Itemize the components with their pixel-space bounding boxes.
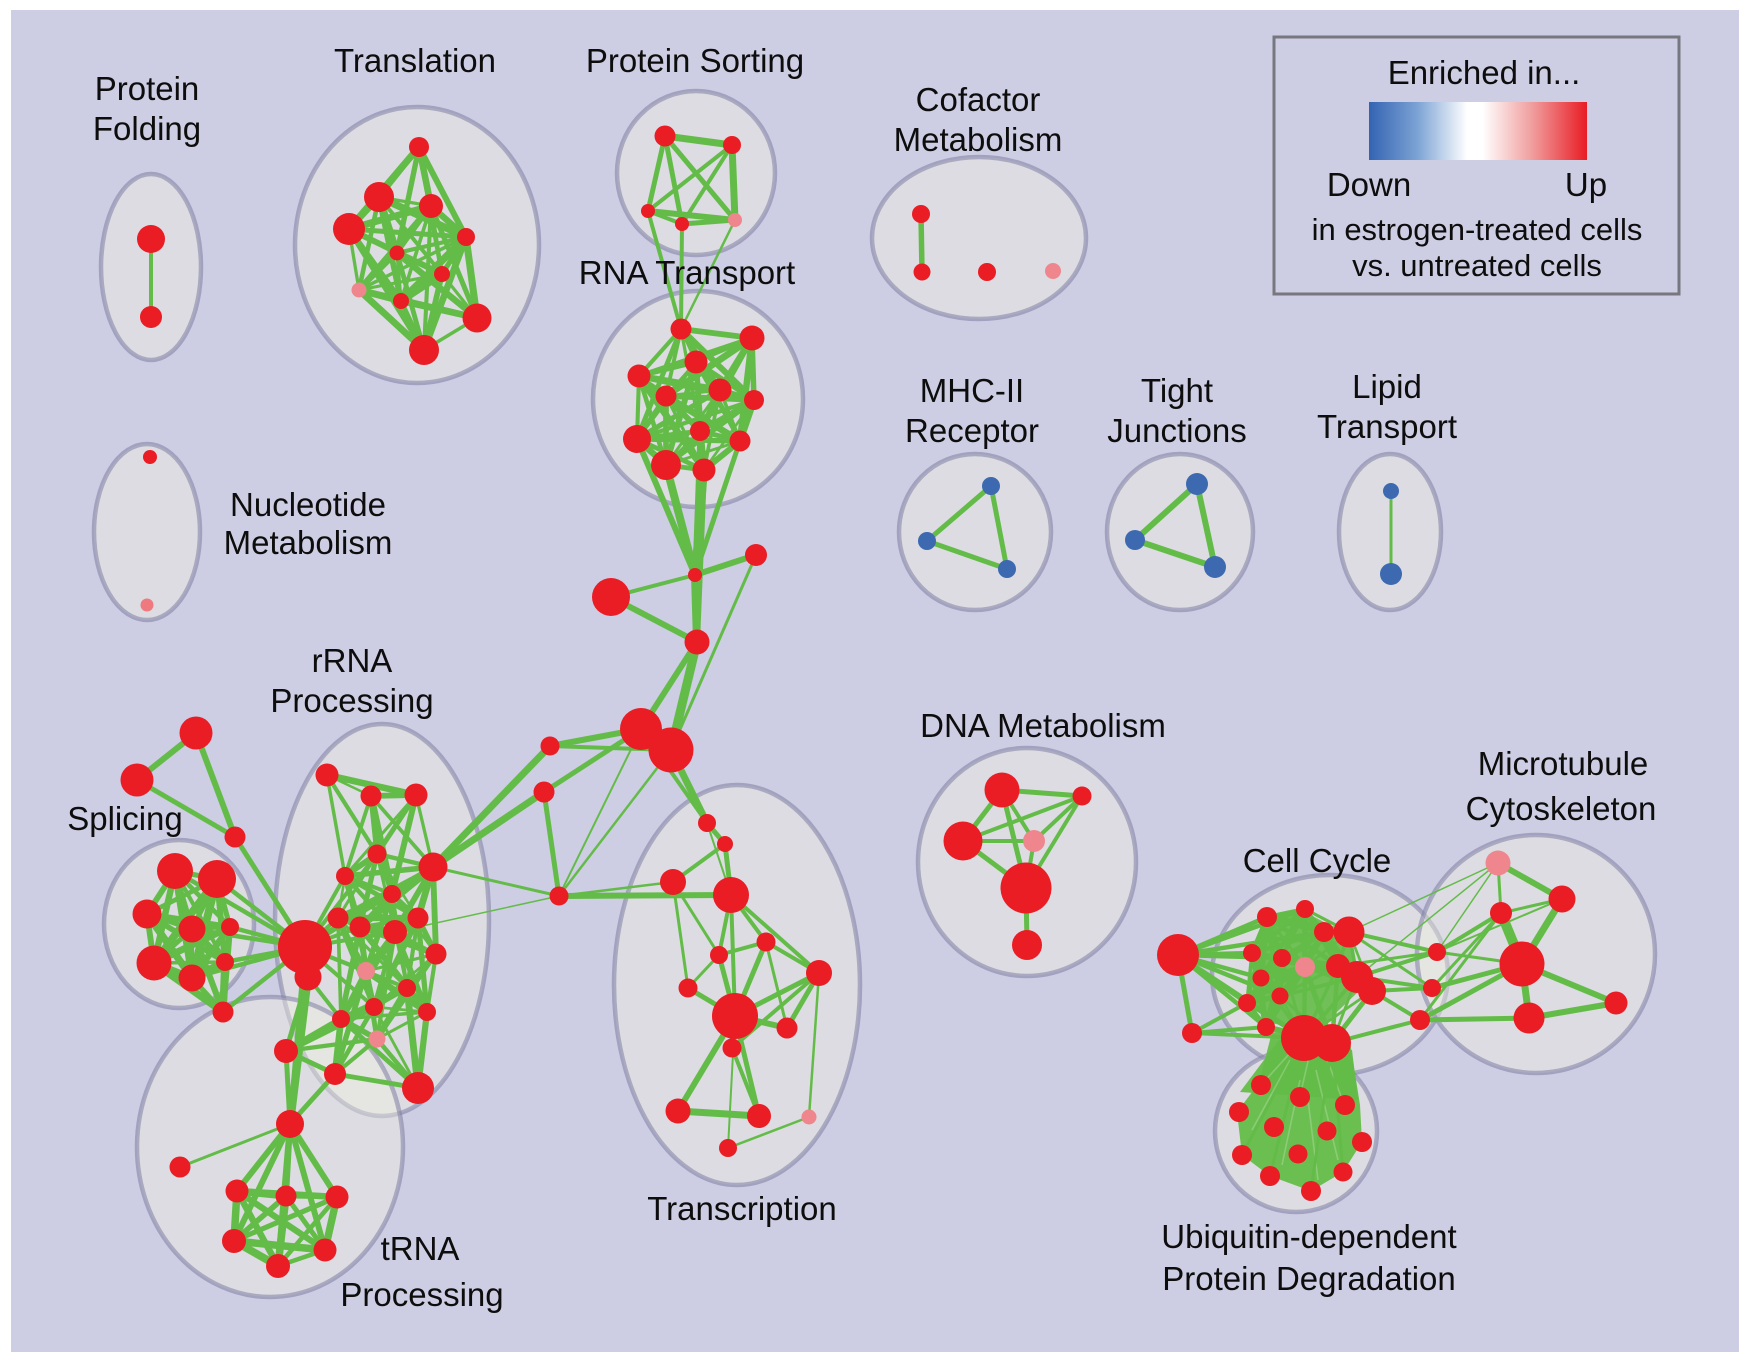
svg-text:Transcription: Transcription (647, 1190, 837, 1227)
svg-text:Protein Degradation: Protein Degradation (1162, 1260, 1456, 1297)
svg-text:Folding: Folding (93, 110, 201, 147)
svg-text:Ubiquitin-dependent: Ubiquitin-dependent (1161, 1218, 1456, 1255)
svg-text:Protein: Protein (95, 70, 200, 107)
svg-text:Nucleotide: Nucleotide (230, 486, 386, 523)
svg-text:RNA Transport: RNA Transport (579, 254, 795, 291)
svg-text:Junctions: Junctions (1107, 412, 1246, 449)
svg-text:rRNA: rRNA (312, 642, 393, 679)
svg-text:Lipid: Lipid (1352, 368, 1422, 405)
svg-text:Metabolism: Metabolism (224, 524, 393, 561)
svg-text:Translation: Translation (334, 42, 496, 79)
svg-text:Cell Cycle: Cell Cycle (1243, 842, 1392, 879)
svg-text:Splicing: Splicing (67, 800, 183, 837)
svg-text:Protein Sorting: Protein Sorting (586, 42, 804, 79)
svg-text:in estrogen-treated cells: in estrogen-treated cells (1312, 212, 1643, 247)
svg-text:Processing: Processing (270, 682, 433, 719)
svg-text:Transport: Transport (1317, 408, 1457, 445)
svg-text:Microtubule: Microtubule (1478, 745, 1649, 782)
svg-text:Metabolism: Metabolism (894, 121, 1063, 158)
svg-text:MHC-II: MHC-II (920, 372, 1024, 409)
svg-text:Processing: Processing (340, 1276, 503, 1313)
svg-text:Enriched in...: Enriched in... (1388, 54, 1581, 91)
svg-text:Up: Up (1565, 166, 1607, 203)
svg-text:Receptor: Receptor (905, 412, 1039, 449)
svg-text:tRNA: tRNA (381, 1230, 460, 1267)
svg-text:vs. untreated cells: vs. untreated cells (1352, 248, 1602, 283)
svg-text:DNA Metabolism: DNA Metabolism (920, 707, 1166, 744)
svg-text:Tight: Tight (1141, 372, 1213, 409)
svg-text:Cytoskeleton: Cytoskeleton (1466, 790, 1657, 827)
svg-text:Down: Down (1327, 166, 1411, 203)
svg-text:Cofactor: Cofactor (916, 81, 1041, 118)
